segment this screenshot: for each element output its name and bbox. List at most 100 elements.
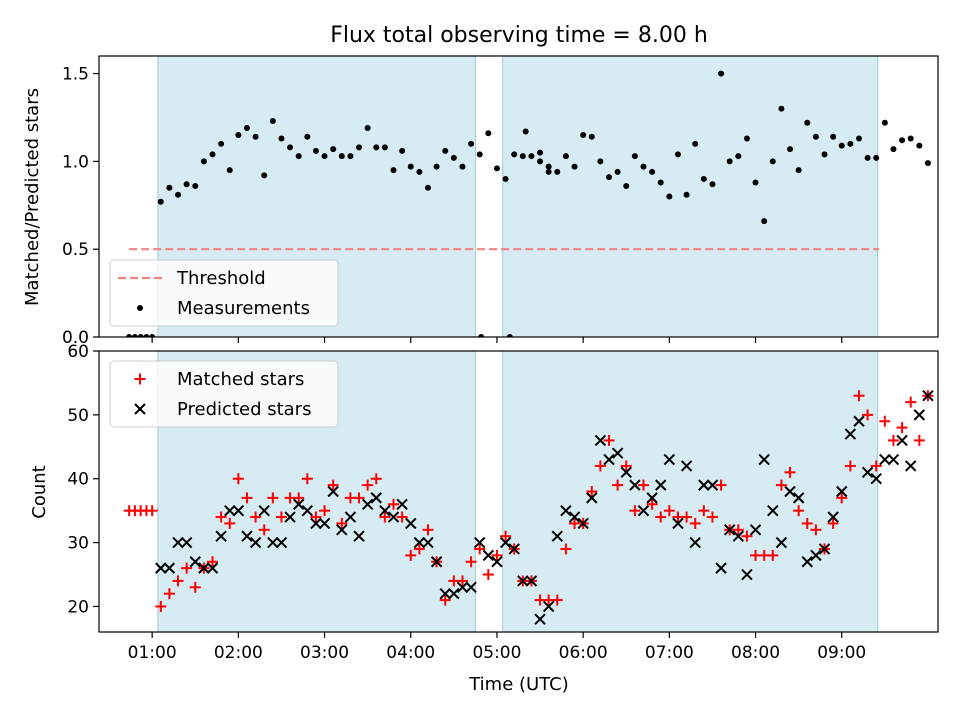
predicted-star-marker xyxy=(353,530,365,542)
predicted-star-marker xyxy=(620,466,632,479)
predicted-star-marker xyxy=(517,575,529,587)
matched-star-marker xyxy=(379,511,391,523)
measurement-point xyxy=(183,181,190,188)
predicted-star-marker xyxy=(344,511,357,523)
ratio-y-label: Matched/Predicted stars xyxy=(22,88,43,306)
measurement-point xyxy=(200,158,207,165)
matched-star-marker xyxy=(560,543,572,555)
predicted-star-marker xyxy=(465,581,477,594)
predicted-star-marker xyxy=(810,549,822,562)
measurement-point xyxy=(478,334,485,337)
predicted-star-marker xyxy=(706,479,719,491)
y-tick-label: 40 xyxy=(67,470,89,490)
matched-star-marker xyxy=(612,479,624,491)
matched-star-marker xyxy=(181,562,193,574)
predicted-star-marker xyxy=(258,504,270,517)
measurement-point xyxy=(519,153,526,160)
measurement-point xyxy=(416,168,423,175)
predicted-star-marker xyxy=(586,492,598,504)
chart-title: Flux total observing time = 8.00 h xyxy=(330,23,708,48)
observing-window-2 xyxy=(502,56,879,337)
measurement-point xyxy=(631,153,638,160)
measurement-point xyxy=(493,165,500,172)
matched-star-marker xyxy=(741,530,753,542)
legend-matched-predicted: Matched stars Predicted stars xyxy=(109,360,339,428)
measurement-point xyxy=(640,163,647,170)
predicted-star-marker xyxy=(655,479,667,491)
predicted-star-marker xyxy=(327,485,339,498)
matched-star-marker xyxy=(594,460,606,472)
matched-star-marker xyxy=(422,524,434,536)
matched-star-marker xyxy=(258,524,270,536)
measurement-point xyxy=(735,153,742,160)
predicted-star-marker xyxy=(215,530,227,542)
matched-star-marker xyxy=(500,530,512,542)
measurement-point xyxy=(137,334,144,337)
measurement-point xyxy=(812,133,819,140)
matched-star-marker xyxy=(551,594,563,606)
measurement-point xyxy=(209,151,216,158)
matched-star-marker xyxy=(189,581,201,593)
predicted-star-marker xyxy=(904,460,917,472)
matched-star-marker xyxy=(646,498,658,510)
predicted-star-marker xyxy=(594,434,607,447)
predicted-star-marker xyxy=(370,492,382,504)
measurement-point xyxy=(916,142,923,149)
predicted-star-marker xyxy=(413,536,426,549)
predicted-star-marker xyxy=(396,498,408,510)
legend-box xyxy=(109,259,339,327)
predicted-star-marker xyxy=(611,447,624,459)
matched-star-marker xyxy=(362,479,374,491)
matched-star-marker xyxy=(853,390,865,402)
predicted-star-marker xyxy=(723,524,736,536)
y-tick-label: 50 xyxy=(67,406,89,426)
matched-star-marker xyxy=(172,575,184,587)
measurement-point xyxy=(838,142,845,149)
predicted-star-marker xyxy=(629,479,641,491)
matched-star-marker xyxy=(370,473,382,485)
measurement-point xyxy=(235,132,242,139)
predicted-star-marker xyxy=(189,556,201,568)
measurement-point xyxy=(424,184,431,191)
predicted-star-marker xyxy=(241,530,253,542)
y-tick-label: 1.5 xyxy=(62,65,89,85)
matched-star-marker xyxy=(870,460,882,472)
predicted-star-marker xyxy=(603,453,615,466)
matched-star-marker xyxy=(879,415,891,427)
measurement-point xyxy=(649,168,656,175)
predicted-star-marker xyxy=(267,536,279,549)
measurement-point xyxy=(562,153,569,160)
measurement-point xyxy=(269,117,276,124)
y-tick-label: 30 xyxy=(67,534,89,554)
predicted-star-marker xyxy=(879,453,891,466)
matched-star-marker xyxy=(681,511,693,523)
measurement-point xyxy=(778,105,785,112)
plot-area xyxy=(126,56,931,337)
matched-star-marker xyxy=(887,434,899,446)
matched-star-marker xyxy=(163,588,175,600)
legend-box xyxy=(109,360,339,428)
measurement-point xyxy=(554,168,561,175)
measurement-point xyxy=(356,144,363,151)
matched-star-marker xyxy=(224,517,236,529)
predicted-star-marker xyxy=(422,536,434,549)
matched-star-marker xyxy=(293,492,305,504)
predicted-star-marker xyxy=(491,556,503,568)
predicted-star-marker xyxy=(249,536,262,549)
x-tick-label: 05:00 xyxy=(472,643,521,663)
measurement-point xyxy=(506,334,513,337)
matched-star-marker xyxy=(267,492,279,504)
measurement-point xyxy=(761,218,768,225)
predicted-star-marker xyxy=(336,524,348,536)
measurement-point xyxy=(407,163,414,170)
measurement-point xyxy=(881,119,888,126)
measurement-point xyxy=(304,133,311,140)
legend-label: Predicted stars xyxy=(177,399,311,420)
matched-star-marker xyxy=(663,505,675,517)
measurement-point xyxy=(175,191,182,198)
measurement-point xyxy=(330,146,337,153)
predicted-star-marker xyxy=(680,460,693,472)
matched-star-marker xyxy=(810,524,822,536)
matched-star-marker xyxy=(827,517,839,529)
